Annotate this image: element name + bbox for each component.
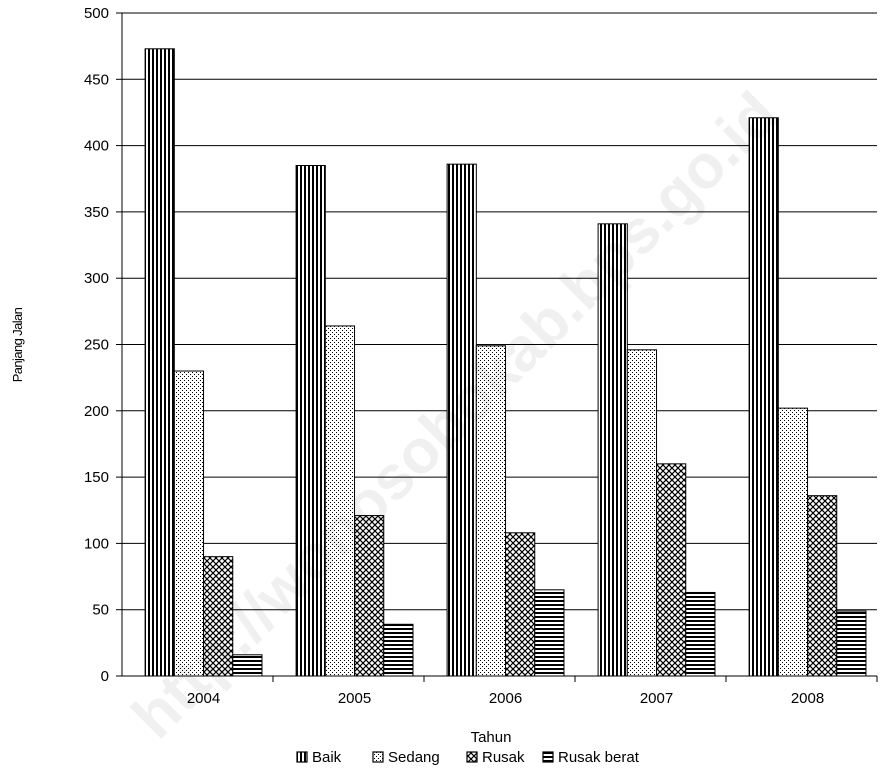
x-axis-title: Tahun [471,729,512,746]
y-tick-label: 200 [84,403,109,420]
x-tick-label: 2007 [640,690,673,707]
legend-item-rusak: Rusak [466,749,525,766]
legend-label: Baik [312,749,342,766]
y-tick-label: 50 [92,602,109,619]
y-tick-label: 150 [84,469,109,486]
bar-sedang-2007 [626,349,658,677]
legend-label: Sedang [388,749,440,766]
legend: Baik Sedang Rusak Rusak berat [296,749,640,766]
x-tick-labels: 2004 2005 2006 2007 2008 [187,690,824,707]
legend-swatch [542,751,554,763]
bar-baik-2004 [144,48,175,677]
legend-item-rusak-berat: Rusak berat [542,749,640,766]
y-tick-label: 450 [84,71,109,88]
y-tick-label: 400 [84,138,109,155]
legend-swatch [296,751,308,763]
gridlines [122,12,877,611]
y-tick-labels: 0 50 100 150 200 250 300 350 400 450 500 [84,5,109,685]
x-tick-label: 2006 [489,690,522,707]
y-tick-label: 500 [84,5,109,22]
x-tick-label: 2005 [338,690,371,707]
y-axis-title: Panjang Jalan [10,307,25,382]
bar-rusak-berat-2007 [685,591,716,677]
legend-label: Rusak [482,749,525,766]
bar-baik-2008 [748,117,779,677]
bar-sedang-2006 [475,345,507,677]
bar-rusak-berat-2006 [534,589,565,677]
y-tick-label: 250 [84,337,109,354]
bar-rusak-2007 [656,463,687,677]
bar-rusak-berat-2005 [383,623,414,677]
bar-rusak-2008 [807,495,838,677]
bar-rusak-berat-2008 [836,610,867,677]
bar-sedang-2005 [324,325,356,677]
axes [116,12,878,682]
x-tick-label: 2004 [187,690,220,707]
y-tick-label: 300 [84,270,109,287]
bar-sedang-2008 [777,407,809,677]
legend-item-sedang: Sedang [372,749,440,766]
y-tick-label: 0 [101,668,109,685]
legend-swatch [372,751,384,763]
y-tick-label: 100 [84,535,109,552]
legend-swatch [466,751,478,763]
y-tick-label: 350 [84,204,109,221]
bar-rusak-2006 [505,532,536,677]
x-tick-label: 2008 [791,690,824,707]
bar-sedang-2004 [173,370,205,677]
bars [144,48,867,677]
legend-item-baik: Baik [296,749,342,766]
legend-label: Rusak berat [558,749,640,766]
